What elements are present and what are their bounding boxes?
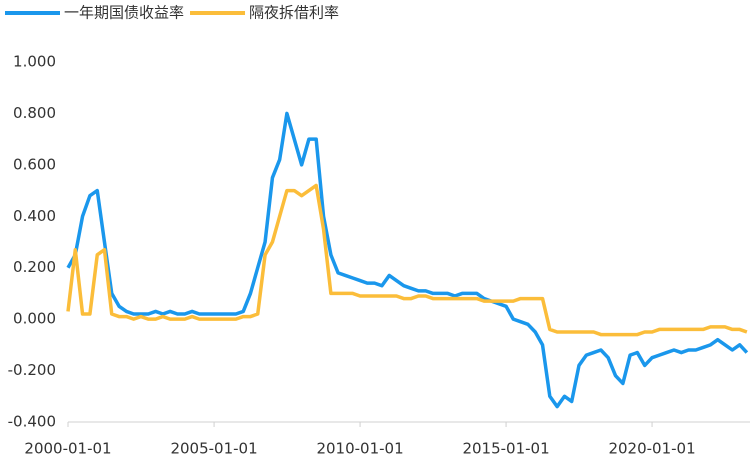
y-tick-label: 0.600 [13, 155, 56, 173]
y-tick-label: -0.400 [8, 413, 56, 431]
x-tick-label: 2020-01-01 [608, 440, 695, 458]
y-tick-label: 1.000 [13, 53, 56, 71]
y-tick-label: -0.200 [8, 361, 56, 379]
series-line [66, 183, 748, 337]
x-tick-label: 2005-01-01 [170, 440, 257, 458]
x-tick-label: 2000-01-01 [24, 440, 111, 458]
x-tick-label: 2010-01-01 [316, 440, 403, 458]
x-tick-label: 2015-01-01 [462, 440, 549, 458]
series-line [66, 111, 749, 409]
y-tick-label: 0.400 [13, 207, 56, 225]
legend-label: 一年期国债收益率 [64, 4, 184, 22]
y-tick-label: 0.000 [13, 310, 56, 328]
y-tick-label: 0.200 [13, 258, 56, 276]
legend-label: 隔夜拆借利率 [249, 4, 339, 22]
y-tick-label: 0.800 [13, 104, 56, 122]
